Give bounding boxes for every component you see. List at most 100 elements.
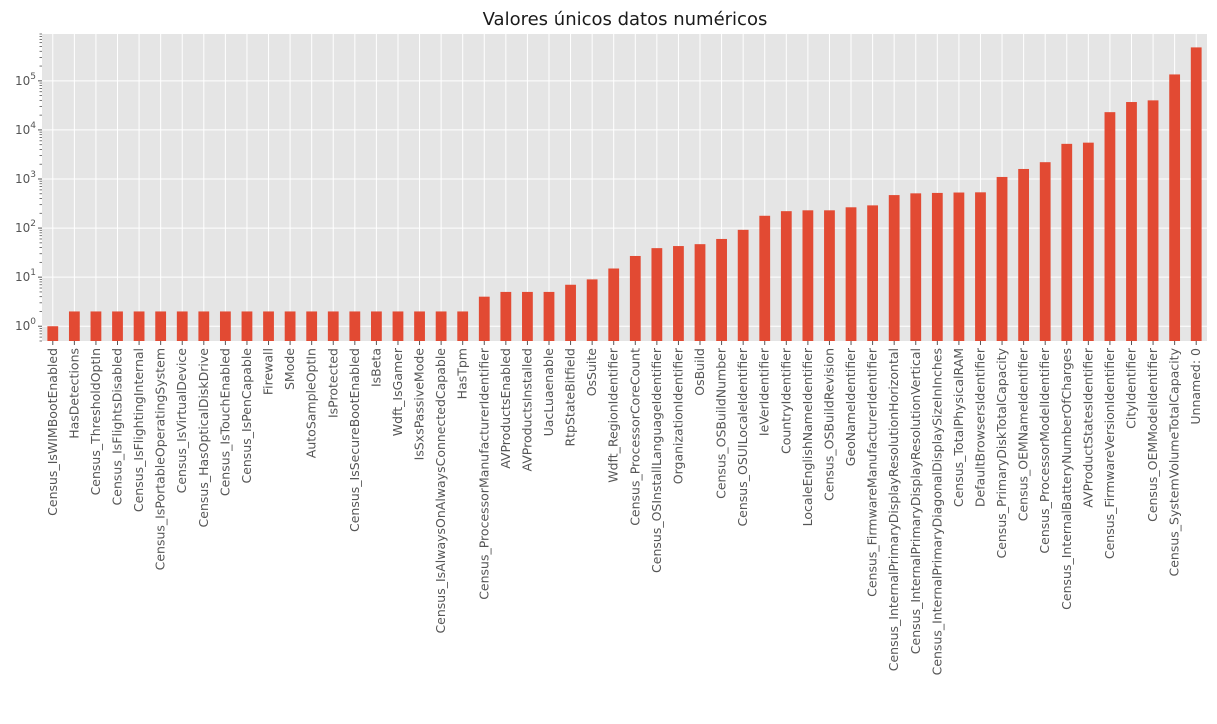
x-tick-label: Census_ThresholdOptIn [88, 348, 103, 495]
bar [931, 192, 943, 341]
y-tick-label: 100 [15, 317, 36, 333]
x-tick-label: OrganizationIdentifier [670, 347, 685, 484]
bar [845, 207, 857, 341]
bar [824, 210, 835, 341]
bar [1104, 112, 1116, 341]
bar [1169, 74, 1181, 342]
bar [371, 311, 382, 341]
x-tick-label: Census_IsAlwaysOnAlwaysConnectedCapable [433, 348, 448, 634]
x-tick-label: Census_ProcessorManufacturerIdentifier [476, 347, 491, 600]
bar [1061, 143, 1073, 341]
bar [1082, 142, 1094, 341]
x-tick-label: Unnamed: 0 [1188, 348, 1203, 425]
bar [1147, 100, 1159, 341]
plot-area [42, 34, 1207, 341]
bar [198, 311, 210, 341]
x-tick-label: Census_SystemVolumeTotalCapacity [1167, 347, 1182, 576]
y-tick-label: 102 [15, 219, 36, 235]
x-tick-label: Census_IsSecureBootEnabled [347, 348, 362, 532]
bar [543, 291, 555, 341]
x-tick-label: Census_IsWIMBootEnabled [45, 348, 60, 516]
bar [219, 311, 231, 341]
bar [1018, 168, 1030, 341]
x-tick-label: AutoSampleOptIn [304, 348, 319, 458]
x-tick-label: OsBuild [692, 348, 707, 396]
bar [651, 248, 663, 341]
bar [953, 192, 965, 341]
chart-title: Valores únicos datos numéricos [483, 9, 768, 30]
bars [47, 47, 1202, 342]
bar [522, 291, 533, 341]
bar [608, 268, 620, 341]
x-tick-label: AVProductStatesIdentifier [1080, 347, 1095, 508]
x-tick-label: OsSuite [584, 348, 599, 397]
bar [176, 311, 188, 341]
x-tick-label: Census_IsPortableOperatingSystem [153, 348, 168, 570]
bar [306, 311, 318, 341]
bar [996, 176, 1008, 341]
bar [1039, 162, 1051, 341]
x-tick-label: Census_IsFlightsDisabled [110, 348, 125, 505]
bar [349, 311, 361, 341]
x-tick-label: Census_IsFlightingInternal [131, 348, 146, 512]
x-tick-label: Census_FirmwareManufacturerIdentifier [865, 347, 880, 597]
x-tick-label: CountryIdentifier [778, 347, 793, 454]
bar [565, 284, 576, 341]
x-tick-label: GeoNameIdentifier [843, 347, 858, 466]
x-tick-label: AVProductsEnabled [498, 348, 513, 469]
y-tick-label: 101 [15, 268, 36, 284]
bar [716, 238, 727, 341]
x-tick-label: CityIdentifier [1123, 347, 1138, 429]
x-tick-label: Census_OEMNameIdentifier [1016, 347, 1031, 521]
x-tick-label: Census_PrimaryDiskTotalCapacity [994, 347, 1009, 558]
x-tick-label: Census_OEMModelIdentifier [1145, 347, 1160, 522]
y-axis-ticks: 100 101 102 103 104 105 [15, 33, 42, 342]
bar [586, 279, 598, 341]
bar [780, 211, 792, 341]
x-tick-label: Wdft_RegionIdentifier [606, 347, 621, 483]
bar [759, 215, 771, 341]
x-tick-label: Census_InternalPrimaryDiagonalDisplaySiz… [929, 348, 944, 675]
x-tick-label: Census_ProcessorCoreCount [627, 348, 642, 526]
x-tick-label: Census_HasOpticalDiskDrive [196, 348, 211, 528]
x-tick-label: Census_OSUILocaleIdentifier [735, 347, 750, 526]
x-tick-label: Census_OSInstallLanguageIdentifier [649, 347, 664, 573]
bar [133, 311, 145, 341]
bar [414, 311, 425, 341]
y-tick-label: 104 [15, 121, 36, 137]
bar [500, 291, 512, 341]
y-tick-label: 105 [15, 72, 36, 88]
x-tick-label: Census_OSBuildNumber [714, 347, 729, 499]
x-tick-label: IsBeta [368, 348, 383, 387]
x-tick-label: UacLuaenable [541, 348, 556, 437]
x-tick-label: IsProtected [325, 348, 340, 418]
bar [478, 296, 490, 341]
bar [90, 311, 102, 341]
x-tick-label: Wdft_IsGamer [390, 347, 405, 436]
bar [457, 311, 469, 341]
bar [694, 244, 706, 341]
bar [435, 311, 447, 341]
bar [1190, 47, 1202, 341]
x-tick-label: Census_IsTouchEnabled [217, 348, 232, 496]
x-tick-label: HasDetections [66, 348, 81, 439]
bar [975, 192, 986, 341]
x-axis-ticks: Census_IsWIMBootEnabled HasDetections Cens… [45, 341, 1203, 675]
x-tick-label: Census_InternalBatteryNumberOfCharges [1059, 348, 1074, 610]
bar [867, 205, 878, 341]
bar [910, 193, 922, 341]
x-tick-label: Census_TotalPhysicalRAM [951, 348, 966, 507]
bar [112, 311, 123, 341]
bar [241, 311, 253, 341]
x-tick-label: HasTpm [455, 348, 470, 399]
bar [629, 255, 641, 341]
bar [888, 195, 900, 341]
y-tick-label: 103 [15, 170, 36, 186]
x-tick-label: SMode [282, 348, 297, 390]
x-tick-label: AVProductsInstalled [519, 348, 534, 472]
x-tick-label: DefaultBrowsersIdentifier [972, 347, 987, 507]
x-tick-label: Census_ProcessorModelIdentifier [1037, 347, 1052, 553]
bar [263, 311, 274, 341]
